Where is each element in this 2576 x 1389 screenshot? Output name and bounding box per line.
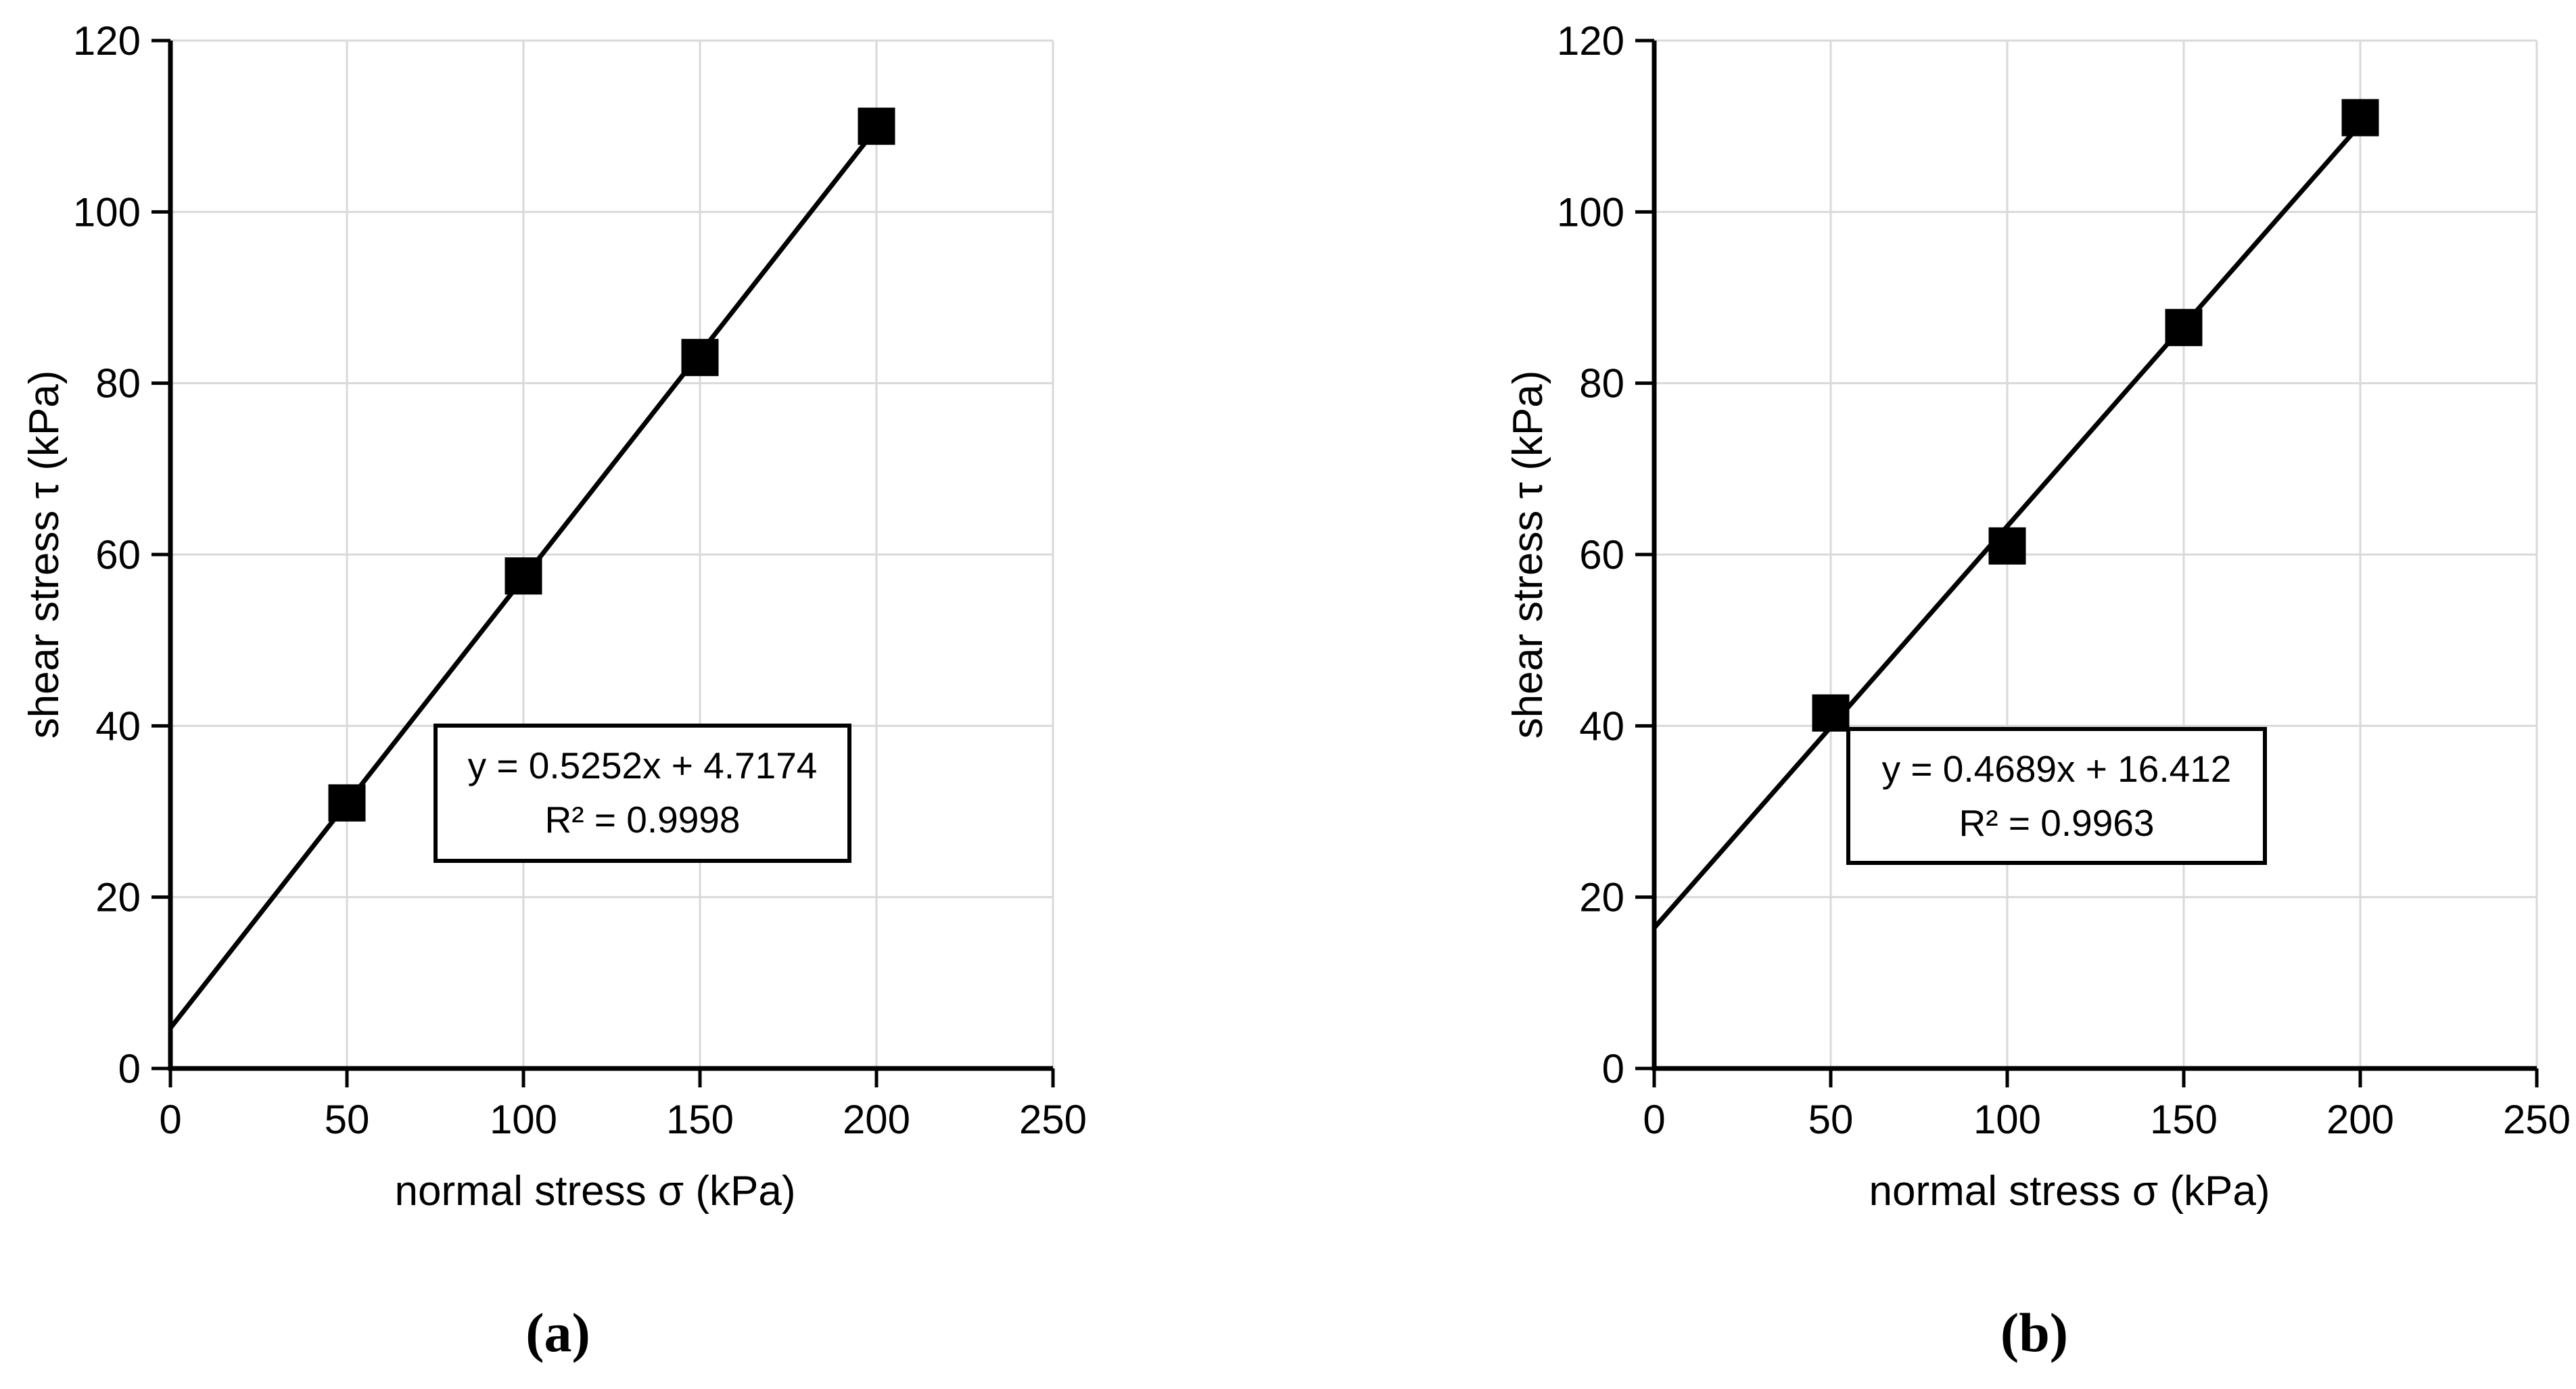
y-tick-label: 80: [95, 361, 141, 406]
r-squared-label: R² = 0.9963: [1959, 802, 2155, 844]
caption-a: (a): [525, 1302, 590, 1363]
y-tick-label: 0: [118, 1046, 141, 1091]
y-tick-label: 100: [73, 189, 141, 235]
y-axis-title: shear stress τ (kPa): [1505, 371, 1551, 739]
y-tick-label: 80: [1579, 361, 1624, 406]
x-tick-label: 150: [2150, 1097, 2218, 1142]
x-tick-label: 100: [490, 1097, 557, 1142]
data-point-marker: [1988, 527, 2026, 565]
y-tick-label: 60: [1579, 532, 1624, 578]
y-tick-label: 100: [1557, 189, 1624, 235]
data-point-marker: [505, 557, 542, 595]
x-tick-label: 50: [325, 1097, 370, 1142]
caption-b: (b): [2000, 1302, 2069, 1363]
data-point-marker: [2341, 99, 2379, 137]
y-tick-label: 20: [1579, 875, 1624, 920]
data-point-marker: [1812, 694, 1850, 732]
x-tick-label: 150: [666, 1097, 734, 1142]
chart-a: 0 50 100 150 200 250 0 20 40 60 80 100 120 normal str…: [21, 18, 1087, 1215]
y-tick-label: 40: [1579, 703, 1624, 749]
x-axis-title: normal stress σ (kPa): [395, 1168, 796, 1215]
x-tick-label: 50: [1808, 1097, 1854, 1142]
x-tick-label: 0: [1643, 1097, 1665, 1142]
x-axis-title: normal stress σ (kPa): [1869, 1168, 2270, 1215]
x-tick-label: 200: [2326, 1097, 2394, 1142]
y-axis-title: shear stress τ (kPa): [21, 371, 68, 739]
r-squared-label: R² = 0.9998: [545, 799, 741, 841]
y-tick-label: 40: [95, 703, 141, 749]
y-tick-label: 0: [1602, 1046, 1624, 1091]
data-point-marker: [328, 784, 366, 822]
trendline-equation: y = 0.4689x + 16.412: [1882, 748, 2232, 790]
chart-b: 0 50 100 150 200 250 0 20 40 60 80 100 120 normal str…: [1505, 18, 2571, 1215]
x-tick-label: 250: [2503, 1097, 2571, 1142]
x-tick-label: 250: [1019, 1097, 1087, 1142]
data-point-marker: [2165, 308, 2203, 346]
equation-box: [434, 724, 851, 863]
y-tick-label: 120: [73, 18, 141, 64]
y-tick-label: 20: [95, 875, 141, 920]
data-point-marker: [858, 108, 895, 145]
y-tick-label: 60: [95, 532, 141, 578]
y-tick-label: 120: [1557, 18, 1624, 64]
equation-box: [1846, 727, 2267, 865]
x-tick-label: 100: [1973, 1097, 2041, 1142]
trendline-equation: y = 0.5252x + 4.7174: [468, 745, 818, 786]
trendline: [1652, 115, 2370, 930]
x-tick-label: 0: [159, 1097, 181, 1142]
data-point-marker: [681, 339, 719, 377]
x-tick-label: 200: [843, 1097, 910, 1142]
